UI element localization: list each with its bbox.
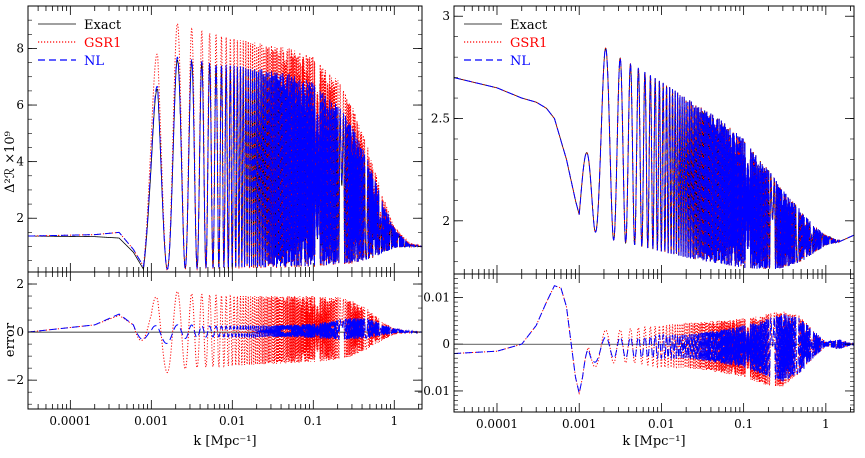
- x-tick-label: 0.001: [562, 417, 596, 431]
- series-line-nl: [454, 47, 854, 270]
- x-tick-label: 0.1: [734, 417, 753, 431]
- y-ticks: [28, 271, 422, 405]
- x-tick-label: 0.01: [648, 417, 675, 431]
- y-tick-label: 0: [442, 337, 450, 351]
- x-tick-labels: 0.0001 0.001 0.01 0.1 1: [49, 414, 398, 428]
- series-line-nl: [454, 285, 854, 395]
- y-tick-label: 3: [442, 9, 450, 23]
- legend-label-nl: NL: [84, 54, 104, 69]
- panel-frame: [27, 271, 423, 410]
- legend-label-exact: Exact: [510, 18, 548, 33]
- series-line-gsr1: [28, 22, 422, 272]
- x-ticks: [453, 274, 851, 412]
- y-tick-label: −2: [6, 373, 24, 387]
- legend-label-gsr1: GSR1: [510, 36, 547, 51]
- panel-frame: [453, 273, 855, 413]
- y-tick-label: 0: [16, 325, 24, 339]
- x-axis-label: k [Mpc⁻¹]: [622, 434, 685, 449]
- x-tick-label: 0.01: [219, 414, 246, 428]
- y-axis-label: error: [3, 322, 18, 357]
- panel-left-top: 2 4 6 8 Δ²ℛ ×10⁹ Exact GSR1 NL: [3, 5, 423, 273]
- x-tick-label: 0.0001: [49, 414, 91, 428]
- x-tick-label: 1: [390, 414, 398, 428]
- y-tick-label: −0.01: [413, 384, 450, 398]
- x-tick-label: 1: [822, 417, 830, 431]
- plot-area: [454, 47, 854, 270]
- panel-right-bottom: 0.0001 0.001 0.01 0.1 1 0.01 0 −0.01 k [Mpc⁻¹]: [413, 273, 855, 449]
- legend-label-nl: NL: [510, 54, 530, 69]
- y-tick-labels: 22.53: [431, 9, 450, 228]
- y-tick-label: 6: [16, 98, 24, 112]
- y-tick-label: 2: [16, 211, 24, 225]
- x-ticks: [27, 6, 420, 272]
- y-ticks: [454, 278, 854, 410]
- y-axis-label: Δ²ℛ ×10⁹: [3, 131, 18, 193]
- y-tick-labels: 2 4 6 8: [16, 41, 24, 225]
- y-tick-label: 2: [16, 277, 24, 291]
- x-ticks: [27, 272, 420, 409]
- y-tick-labels: −2 0 2: [6, 277, 24, 387]
- plot-area: [28, 290, 422, 374]
- plot-area: [28, 22, 422, 272]
- panel-left-bottom: 0.0001 0.001 0.01 0.1 1 −2 0 2 error k [Mpc⁻¹]: [3, 271, 423, 449]
- y-tick-label: 2.5: [431, 112, 450, 126]
- legend-label-exact: Exact: [84, 18, 122, 33]
- y-tick-label: 2: [442, 214, 450, 228]
- y-tick-label: 0.01: [423, 290, 450, 304]
- y-ticks: [28, 5, 422, 261]
- legend: Exact GSR1 NL: [464, 18, 548, 69]
- y-tick-label: 8: [16, 41, 24, 55]
- y-tick-labels: 0.01 0 −0.01: [413, 290, 450, 398]
- x-tick-label: 0.001: [134, 414, 168, 428]
- x-tick-label: 0.1: [304, 414, 323, 428]
- plot-area: [454, 285, 854, 395]
- y-ticks: [454, 15, 854, 263]
- legend: Exact GSR1 NL: [38, 18, 122, 69]
- series-line-nl: [28, 313, 422, 344]
- x-tick-labels: 0.0001 0.001 0.01 0.1 1: [476, 417, 830, 431]
- x-tick-label: 0.0001: [476, 417, 518, 431]
- series-line-gsr1: [454, 285, 854, 395]
- legend-label-gsr1: GSR1: [84, 36, 121, 51]
- x-axis-label: k [Mpc⁻¹]: [193, 434, 256, 449]
- series-line-nl: [28, 56, 422, 270]
- y-tick-label: 4: [16, 155, 24, 169]
- x-ticks: [453, 6, 851, 274]
